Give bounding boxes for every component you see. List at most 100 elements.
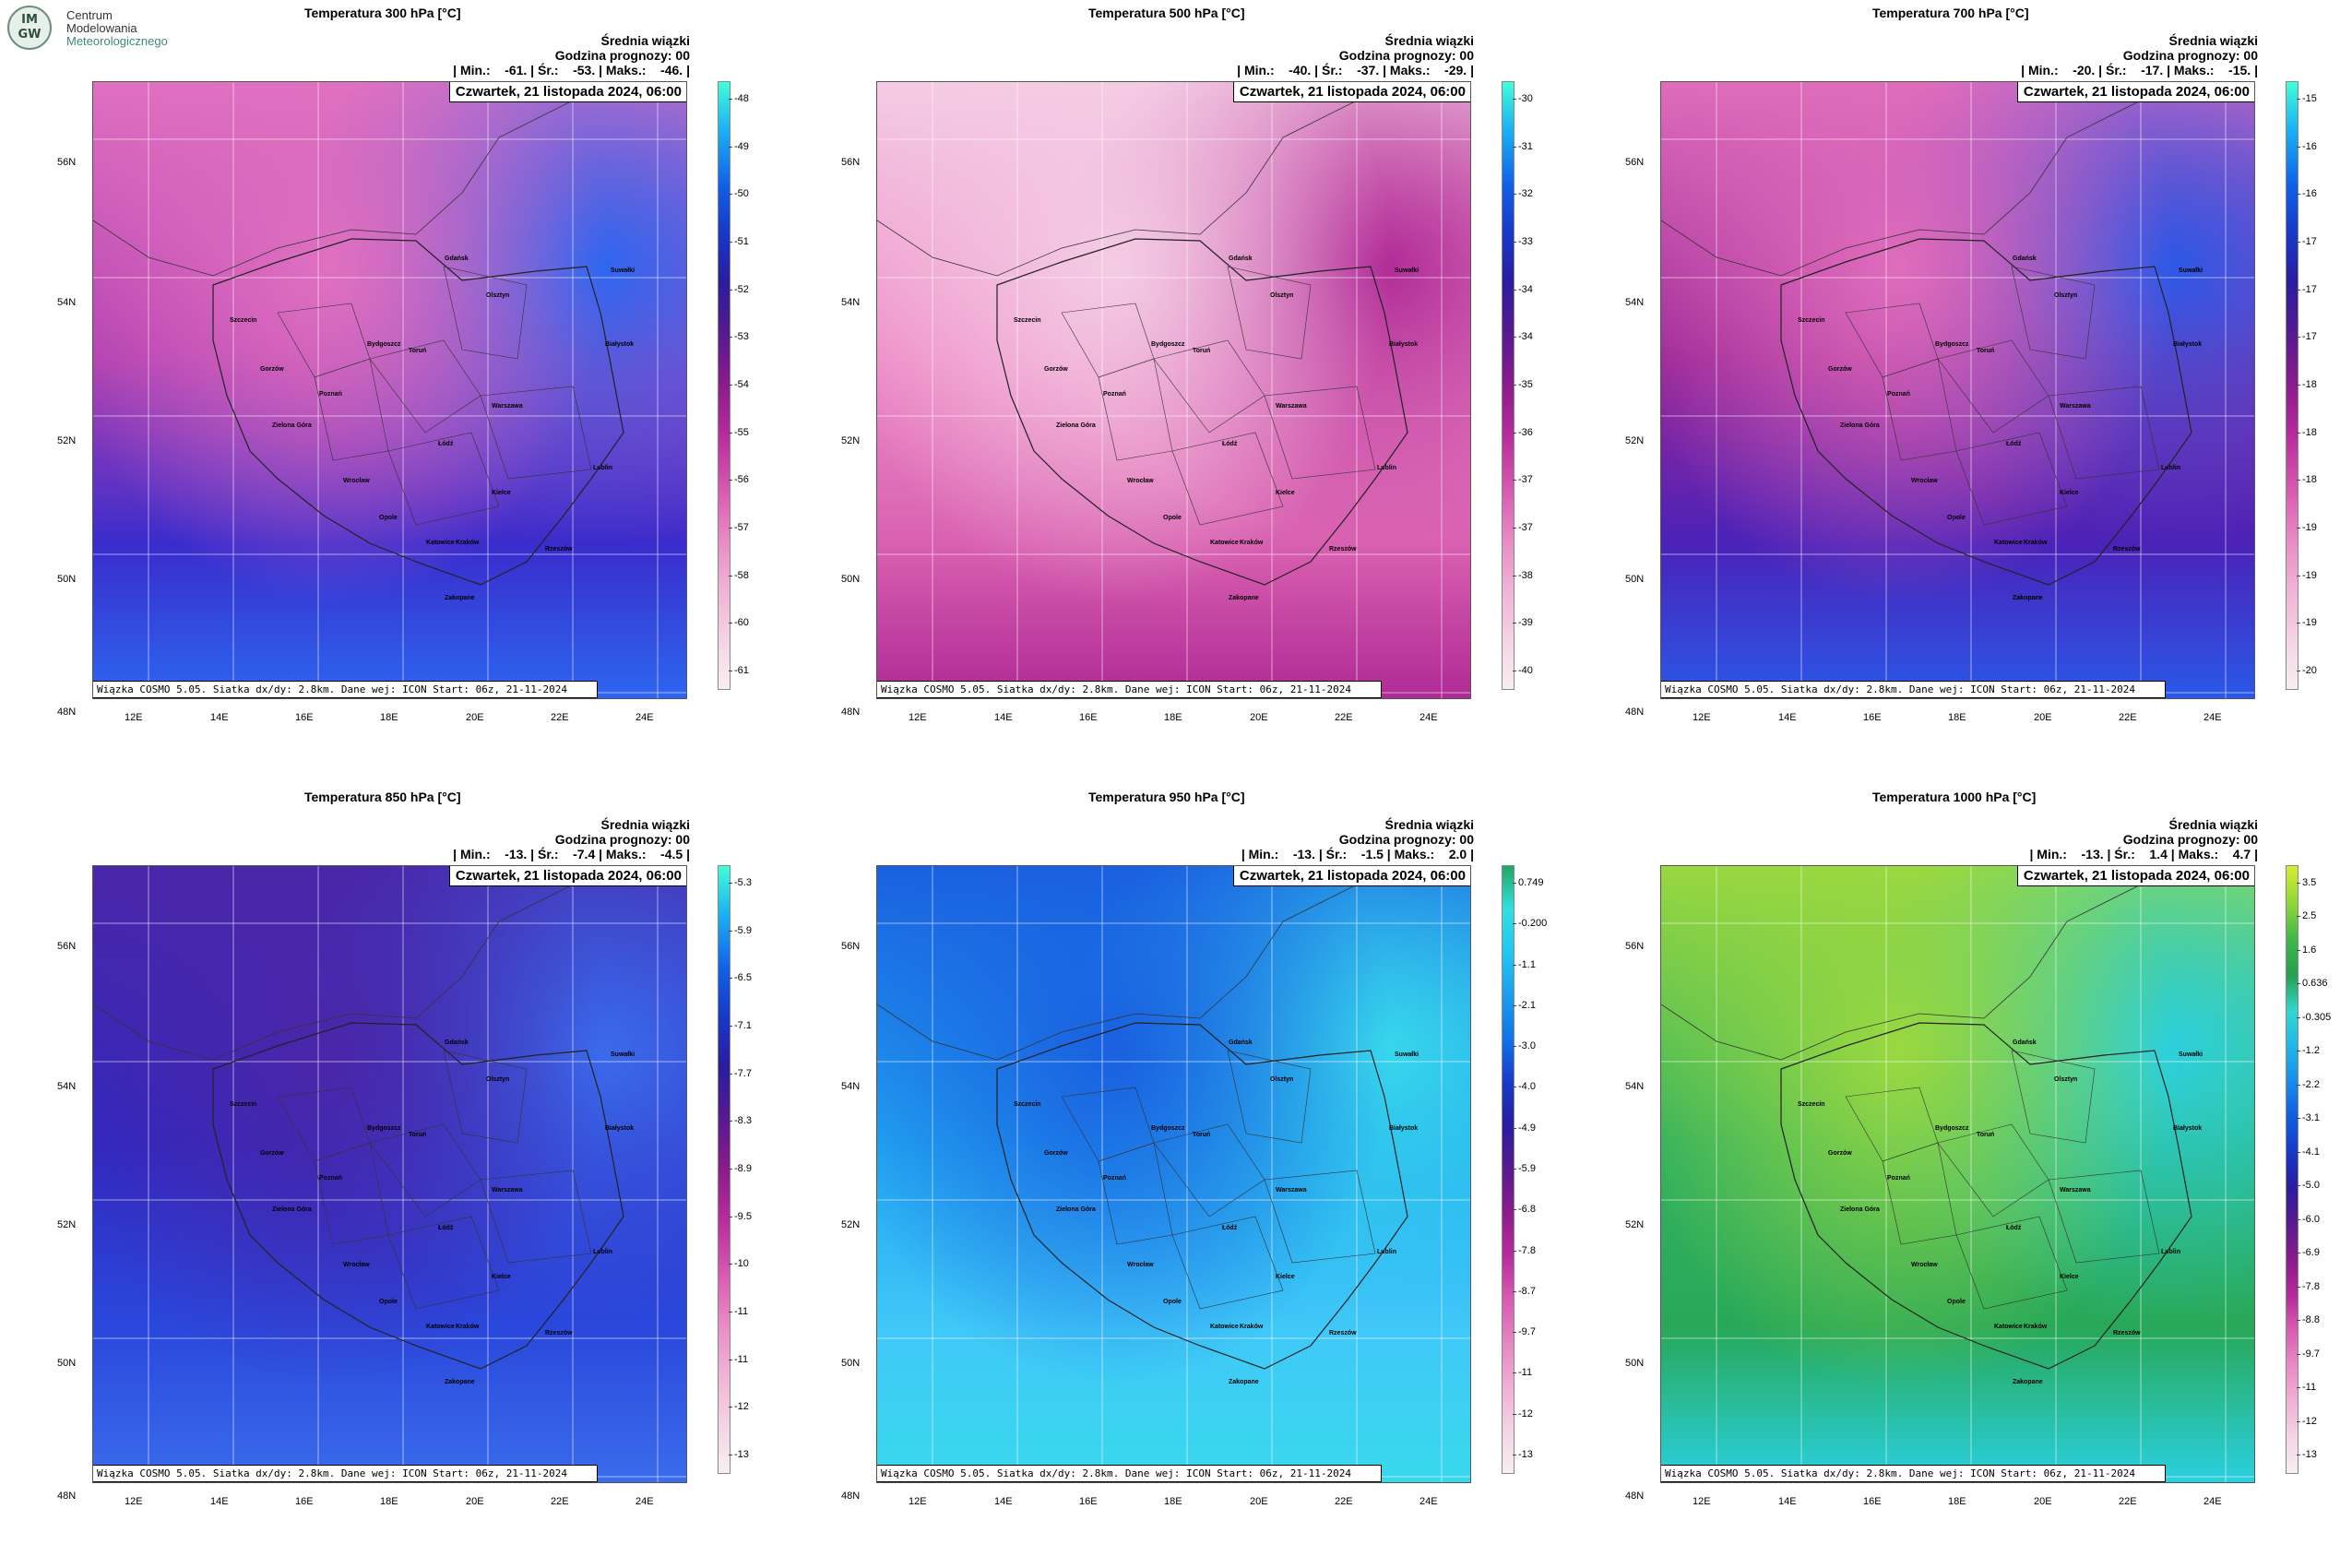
city-label: Białystok [2173, 1125, 2203, 1132]
longitude-label: 20E [1250, 712, 1268, 723]
map-panel: Temperatura 1000 hPa [°C] Średnia wiązki G… [1568, 784, 2352, 1568]
latitude-label: 50N [841, 1358, 861, 1369]
city-label: Kraków [1240, 540, 1264, 546]
city-label: Olsztyn [486, 1076, 510, 1083]
city-label: Szczecin [1014, 317, 1041, 324]
panel-title: Temperatura 1000 hPa [°C] [1872, 790, 2037, 804]
colorbar-tick-label: 1.6 [2296, 944, 2317, 956]
colorbar-tick-label: -2.2 [2297, 1079, 2320, 1090]
latitude-label: 50N [57, 574, 77, 585]
colorbar-tick-label: -52 [729, 284, 749, 295]
voivodeship-border [314, 1142, 389, 1245]
voivodeship-border [1171, 432, 1284, 526]
city-label: Opole [1947, 1299, 1966, 1305]
city-label: Poznań [1887, 1175, 1910, 1182]
ensemble-mean-label: Średnia wiązki [2168, 817, 2258, 832]
city-label: Białystok [1389, 1125, 1419, 1132]
city-label: Szczecin [1798, 1101, 1825, 1108]
latitude-label: 54N [57, 1081, 77, 1092]
city-label: Kielce [2060, 1274, 2079, 1280]
city-label: Kielce [492, 490, 511, 496]
city-label: Zakopane [2013, 595, 2043, 601]
colorbar-tick-label: -32 [1513, 188, 1533, 199]
city-label: Gorzów [1828, 1150, 1852, 1157]
logo-line2: Modelowania [66, 21, 137, 35]
panel-info: Średnia wiązki Godzina prognozy: 00 [2123, 817, 2258, 847]
colorbar-tick-label: -2.1 [1513, 1000, 1536, 1011]
city-label: Wrocław [1127, 1262, 1154, 1268]
forecast-date: Czwartek, 21 listopada 2024, 06:00 [448, 82, 686, 102]
longitude-label: 18E [1164, 712, 1182, 723]
latitude-label: 50N [1625, 574, 1645, 585]
longitude-label: 12E [909, 712, 927, 723]
map-overlay [93, 866, 686, 1482]
colorbar-tick-label: -37 [1513, 474, 1533, 485]
colorbar-tick-label: -53 [729, 331, 749, 342]
city-label: Warszawa [492, 1187, 523, 1194]
city-label: Zakopane [445, 595, 475, 601]
longitude-label: 16E [1079, 1496, 1098, 1507]
city-label: Gorzów [260, 1150, 284, 1157]
latitude-label: 56N [1625, 941, 1645, 952]
colorbar-tick-label: -1.1 [1513, 959, 1536, 970]
city-label: Kraków [1240, 1324, 1264, 1330]
colorbar-tick-label: -16 [2297, 188, 2317, 199]
colorbar-tick-label: -13 [2297, 1449, 2317, 1460]
latitude-label: 54N [1625, 1081, 1645, 1092]
voivodeship-border [1098, 1142, 1173, 1245]
city-label: Zielona Góra [1840, 1206, 1880, 1213]
voivodeship-border [443, 266, 528, 360]
longitude-label: 20E [1250, 1496, 1268, 1507]
longitude-label: 18E [1948, 712, 1966, 723]
longitude-label: 16E [1863, 712, 1882, 723]
city-label: Szczecin [1798, 317, 1825, 324]
city-label: Lublin [1377, 1249, 1396, 1255]
city-label: Warszawa [1276, 1187, 1307, 1194]
colorbar-tick-label: -11 [728, 1354, 749, 1365]
longitude-label: 12E [909, 1496, 927, 1507]
longitude-label: 14E [210, 712, 229, 723]
temperature-map: Gdańsk Olsztyn Suwałki Szczecin Bydgoszcz Tor… [92, 865, 687, 1483]
city-label: Lublin [2161, 465, 2180, 471]
poland-border [1780, 1022, 2192, 1370]
voivodeship-border [1264, 386, 1376, 480]
city-label: Białystok [2173, 341, 2203, 348]
ensemble-mean-label: Średnia wiązki [1384, 33, 1474, 48]
longitude-label: 16E [1079, 712, 1098, 723]
panel-info: Średnia wiązki Godzina prognozy: 00 [1339, 33, 1474, 63]
voivodeship-border [277, 1087, 371, 1162]
city-label: Katowice [426, 540, 455, 546]
map-overlay [93, 82, 686, 698]
colorbar-tick-label: -6.9 [2297, 1247, 2320, 1258]
longitude-label: 18E [380, 712, 398, 723]
voivodeship-border [1227, 266, 1312, 360]
city-label: Bydgoszcz [1151, 341, 1185, 348]
voivodeship-border [2011, 1050, 2096, 1144]
colorbar-tick-label: -1.2 [2297, 1045, 2320, 1056]
forecast-hour-label: Godzina prognozy: 00 [1338, 48, 1474, 63]
colorbar-tick-label: 3.5 [2296, 877, 2317, 888]
voivodeship-border [387, 432, 500, 526]
city-label: Gdańsk [445, 255, 469, 262]
colorbar-tick-label: -7.1 [729, 1020, 752, 1031]
voivodeship-border [2011, 266, 2096, 360]
colorbar-tick-label: -58 [729, 570, 749, 581]
voivodeship-border [1061, 303, 1155, 378]
colorbar-tick-label: -56 [729, 474, 749, 485]
longitude-label: 24E [636, 1496, 654, 1507]
map-overlay [1661, 82, 2254, 698]
city-label: Poznań [1103, 1175, 1126, 1182]
city-label: Zakopane [1229, 1379, 1259, 1385]
colorbar-tick-label: -34 [1513, 284, 1533, 295]
voivodeship-border [1955, 432, 2068, 526]
city-label: Katowice [1210, 1324, 1239, 1330]
latitude-label: 56N [57, 941, 77, 952]
latitude-label: 54N [57, 297, 77, 308]
city-label: Suwałki [1395, 267, 1420, 274]
voivodeship-border [1227, 1050, 1312, 1144]
city-label: Rzeszów [2113, 1330, 2141, 1336]
colorbar-tick-label: -8.7 [1513, 1286, 1536, 1297]
longitude-label: 18E [380, 1496, 398, 1507]
city-label: Rzeszów [545, 546, 573, 552]
voivodeship-border [480, 1170, 592, 1264]
